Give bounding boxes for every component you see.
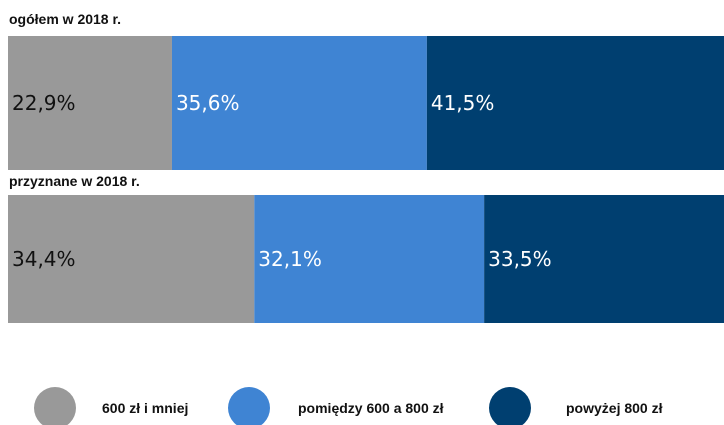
data-label: 22,9% [12,91,76,115]
legend-label: pomiędzy 600 a 800 zł [298,400,444,416]
legend-swatch [489,387,531,425]
data-label: 34,4% [12,247,76,271]
bar-segment [8,195,255,323]
bar-segment [8,36,172,170]
bar-segment [171,36,427,170]
bar-segment [254,195,485,323]
legend-label: 600 zł i mniej [102,400,188,416]
bar-segment [484,195,724,323]
data-label: 35,6% [176,91,240,115]
legend-swatch [228,387,270,425]
legend-label: powyżej 800 zł [566,400,663,416]
legend-swatch [34,387,76,425]
bar-group-title: przyznane w 2018 r. [9,173,140,189]
bar-segment [426,36,724,170]
data-label: 41,5% [431,91,495,115]
data-label: 33,5% [488,247,552,271]
data-label: 32,1% [258,247,322,271]
bar-group-title: ogółem w 2018 r. [9,11,121,27]
